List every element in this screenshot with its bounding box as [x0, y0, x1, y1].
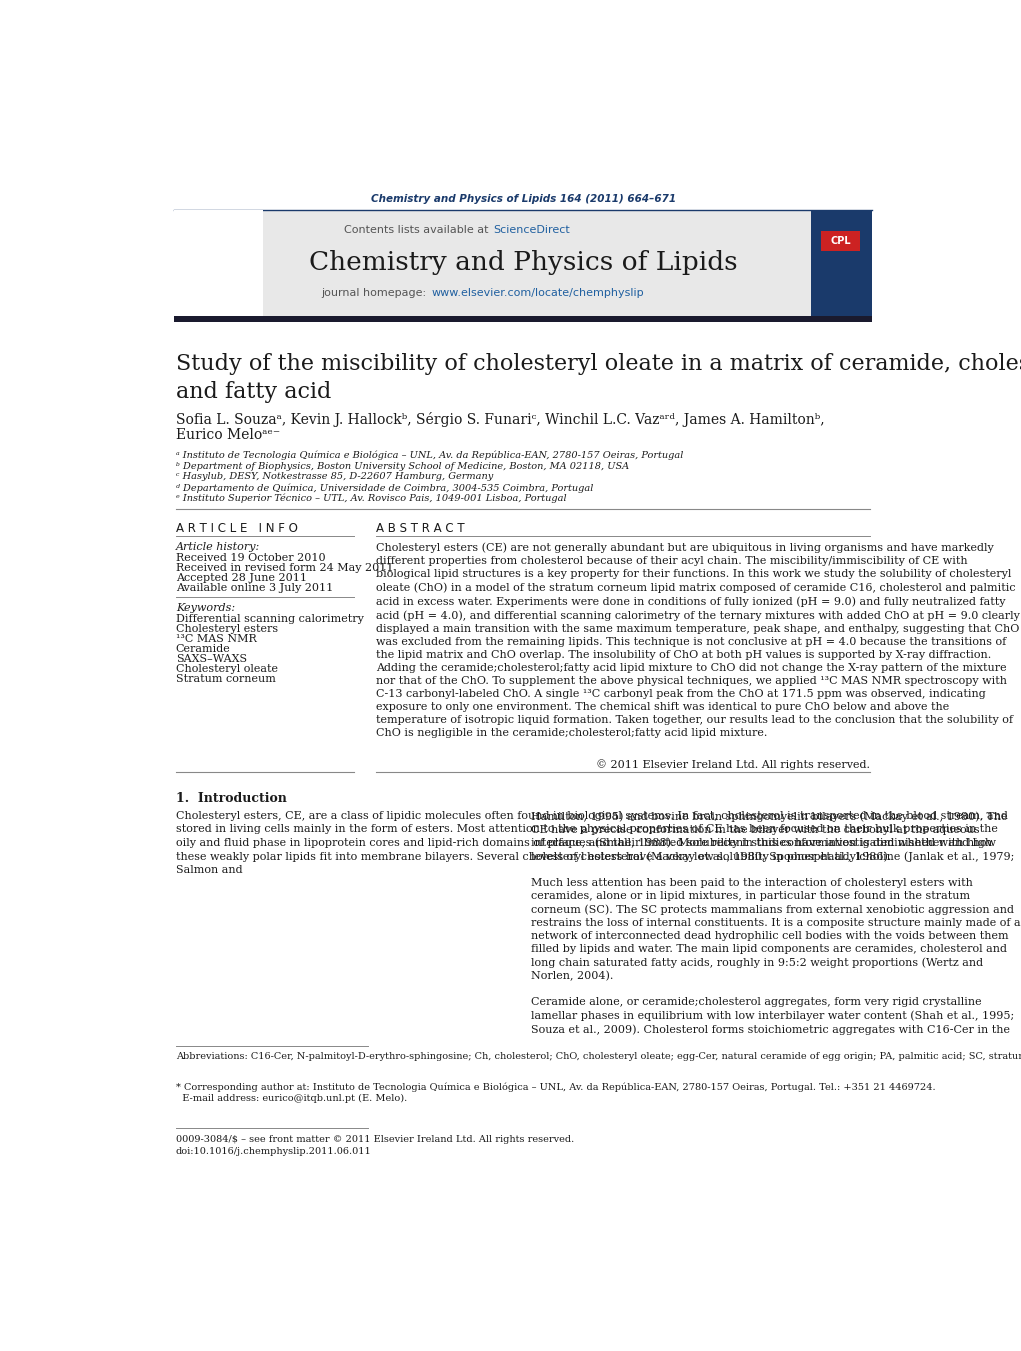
Text: Available online 3 July 2011: Available online 3 July 2011 — [176, 584, 333, 593]
Text: Contents lists available at: Contents lists available at — [344, 224, 492, 235]
Text: Chemistry and Physics of Lipids: Chemistry and Physics of Lipids — [308, 250, 737, 274]
Text: CPL: CPL — [830, 235, 850, 246]
Text: Received 19 October 2010: Received 19 October 2010 — [176, 554, 326, 563]
Bar — [175, 316, 872, 322]
Text: Study of the miscibility of cholesteryl oleate in a matrix of ceramide, choleste: Study of the miscibility of cholesteryl … — [176, 353, 1021, 403]
Text: Chemistry and Physics of Lipids 164 (2011) 664–671: Chemistry and Physics of Lipids 164 (201… — [371, 195, 676, 204]
Text: ¹³C MAS NMR: ¹³C MAS NMR — [176, 634, 256, 644]
Text: Cholesteryl esters: Cholesteryl esters — [176, 624, 278, 634]
Text: Hamilton, 1995) and bovine brain sphingomyelin bilayers (Mackay et al., 1980). T: Hamilton, 1995) and bovine brain sphingo… — [531, 811, 1020, 1035]
Text: Received in revised form 24 May 2011: Received in revised form 24 May 2011 — [176, 563, 393, 573]
Text: Eurico Meloᵃᵉ⁻: Eurico Meloᵃᵉ⁻ — [176, 428, 280, 442]
Text: Keywords:: Keywords: — [176, 604, 235, 613]
Text: ScienceDirect: ScienceDirect — [493, 224, 570, 235]
Text: Abbreviations: C16-Cer, N-palmitoyl-D-erythro-sphingosine; Ch, cholesterol; ChO,: Abbreviations: C16-Cer, N-palmitoyl-D-er… — [176, 1052, 1021, 1062]
Text: 0009-3084/$ – see front matter © 2011 Elsevier Ireland Ltd. All rights reserved.: 0009-3084/$ – see front matter © 2011 El… — [176, 1135, 574, 1156]
Text: ᵇ Department of Biophysics, Boston University School of Medicine, Boston, MA 021: ᵇ Department of Biophysics, Boston Unive… — [176, 462, 629, 470]
Text: Sofia L. Souzaᵃ, Kevin J. Hallockᵇ, Sérgio S. Funariᶜ, Winchil L.C. Vazᵃʳᵈ, Jame: Sofia L. Souzaᵃ, Kevin J. Hallockᵇ, Sérg… — [176, 412, 824, 427]
Text: Article history:: Article history: — [176, 543, 260, 553]
Text: * Corresponding author at: Instituto de Tecnologia Química e Biológica – UNL, Av: * Corresponding author at: Instituto de … — [176, 1082, 935, 1102]
Text: www.elsevier.com/locate/chemphyslip: www.elsevier.com/locate/chemphyslip — [432, 288, 644, 299]
Text: ᶜ Hasylub, DESY, Notkestrasse 85, D-22607 Hamburg, Germany: ᶜ Hasylub, DESY, Notkestrasse 85, D-2260… — [176, 473, 493, 481]
Text: ᵉ Instituto Superior Técnico – UTL, Av. Rovisco Pais, 1049-001 Lisboa, Portugal: ᵉ Instituto Superior Técnico – UTL, Av. … — [176, 494, 567, 504]
Text: A B S T R A C T: A B S T R A C T — [376, 523, 465, 535]
Text: Cholesteryl esters, CE, are a class of lipidic molecules often found in biologic: Cholesteryl esters, CE, are a class of l… — [176, 811, 1014, 875]
Text: © 2011 Elsevier Ireland Ltd. All rights reserved.: © 2011 Elsevier Ireland Ltd. All rights … — [596, 759, 870, 770]
Text: journal homepage:: journal homepage: — [322, 288, 430, 299]
Text: ᵃ Instituto de Tecnologia Química e Biológica – UNL, Av. da República-EAN, 2780-: ᵃ Instituto de Tecnologia Química e Biol… — [176, 451, 683, 461]
Text: 1.  Introduction: 1. Introduction — [176, 792, 287, 805]
Bar — [811, 209, 872, 316]
Text: Differential scanning calorimetry: Differential scanning calorimetry — [176, 615, 363, 624]
Text: Cholesteryl esters (CE) are not generally abundant but are ubiquitous in living : Cholesteryl esters (CE) are not generall… — [376, 543, 1020, 738]
Text: Ceramide: Ceramide — [176, 644, 231, 654]
Text: ᵈ Departamento de Química, Universidade de Coimbra, 3004-535 Coimbra, Portugal: ᵈ Departamento de Química, Universidade … — [176, 484, 593, 493]
Text: SAXS–WAXS: SAXS–WAXS — [176, 654, 247, 665]
Text: Stratum corneum: Stratum corneum — [176, 674, 276, 684]
Text: A R T I C L E   I N F O: A R T I C L E I N F O — [176, 523, 297, 535]
Text: Accepted 28 June 2011: Accepted 28 June 2011 — [176, 573, 306, 584]
Bar — [175, 209, 263, 316]
Text: Cholesteryl oleate: Cholesteryl oleate — [176, 665, 278, 674]
Bar — [175, 209, 872, 316]
Bar — [821, 231, 860, 251]
